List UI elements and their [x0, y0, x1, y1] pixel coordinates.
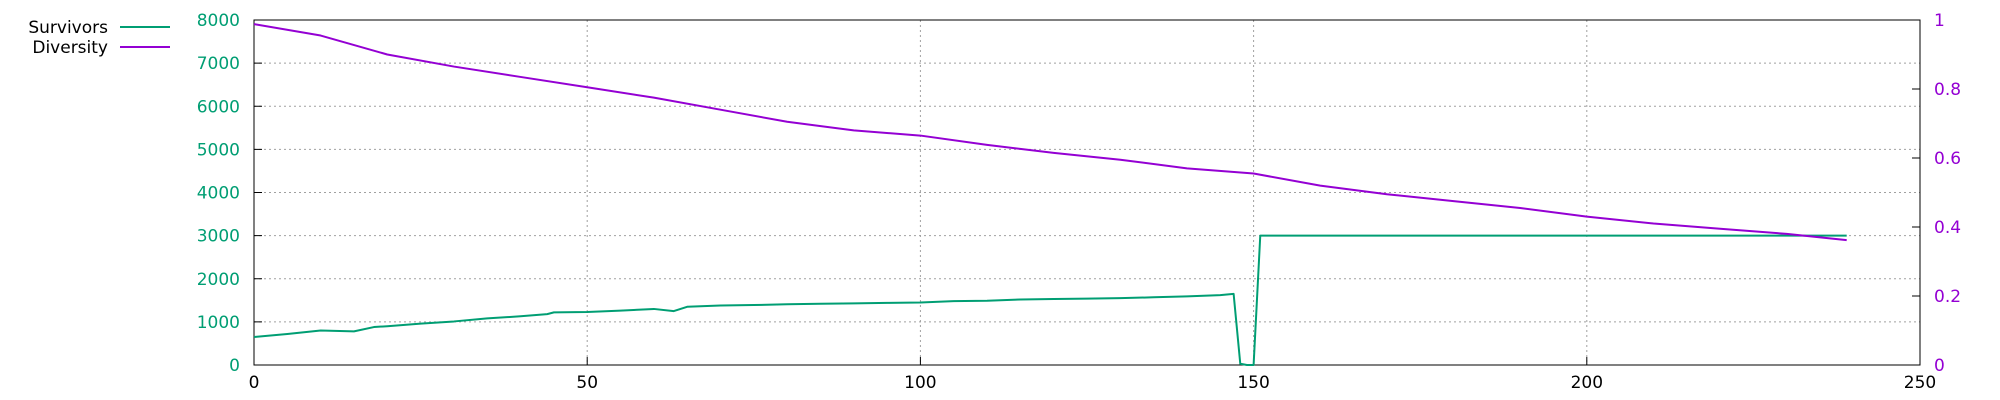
- y2-tick-label: 0: [1934, 356, 1945, 376]
- x-tick-label: 100: [904, 373, 936, 393]
- grid: [254, 20, 1920, 365]
- x-tick-label: 0: [249, 373, 260, 393]
- y-tick-label: 3000: [197, 227, 240, 247]
- x-tick-label: 250: [1904, 373, 1936, 393]
- series-lines: [253, 23, 1847, 366]
- y2-tick-label: 0.6: [1934, 149, 1961, 169]
- axes: 0 50 100 150 200 2500100020003000400050006000…: [197, 11, 1961, 393]
- x-tick-label: 50: [576, 373, 598, 393]
- legend: Survivors Diversity: [28, 18, 170, 58]
- y2-tick-label: 0.8: [1934, 80, 1961, 100]
- y-tick-label: 6000: [197, 97, 240, 117]
- y-tick-label: 5000: [197, 140, 240, 160]
- y-tick-label: 7000: [197, 54, 240, 74]
- x-tick-label: 150: [1237, 373, 1269, 393]
- y-tick-label: 4000: [197, 184, 240, 204]
- series-line-diversity: [253, 23, 1847, 242]
- legend-label-diversity: Diversity: [32, 38, 108, 58]
- y2-tick-label: 1: [1934, 11, 1945, 31]
- y-tick-label: 2000: [197, 270, 240, 290]
- legend-label-survivors: Survivors: [28, 18, 108, 38]
- y2-tick-label: 0.4: [1934, 218, 1961, 238]
- y-tick-label: 0: [229, 356, 240, 376]
- x-tick-label: 200: [1571, 373, 1603, 393]
- y-tick-label: 1000: [197, 313, 240, 333]
- y-tick-label: 8000: [197, 11, 240, 31]
- series-line-survivors: [253, 234, 1847, 366]
- y2-tick-label: 0.2: [1934, 287, 1961, 307]
